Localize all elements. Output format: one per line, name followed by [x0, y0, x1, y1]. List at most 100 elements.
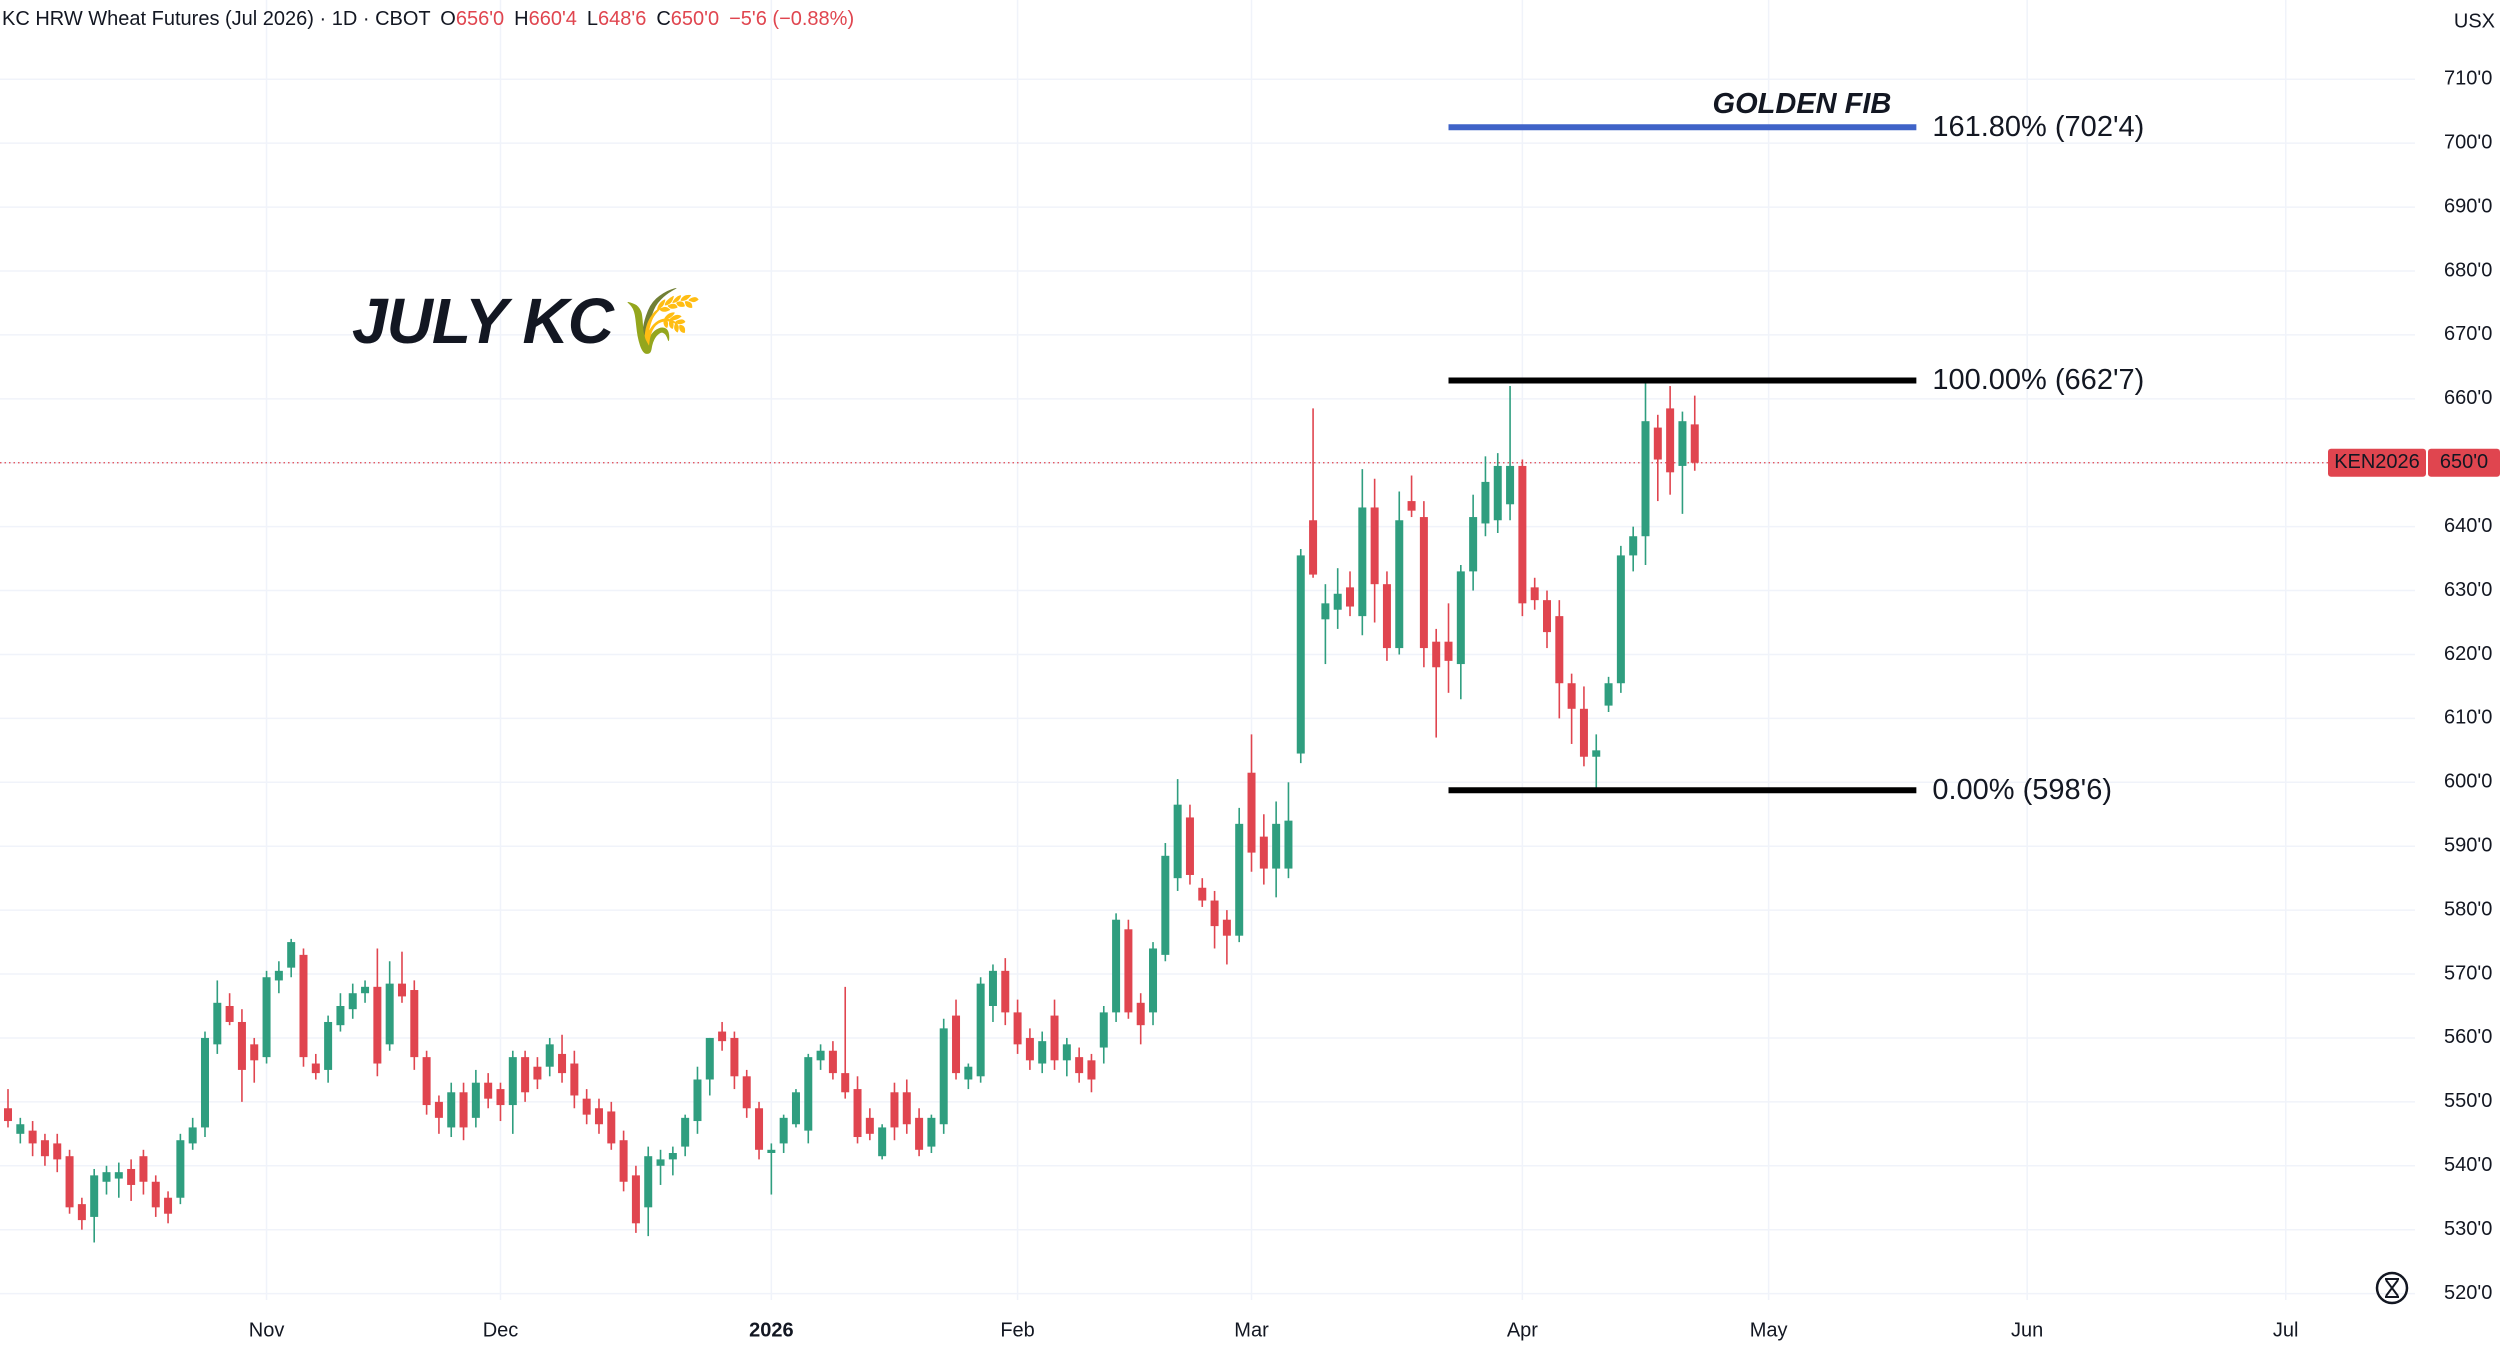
candle-body	[521, 1057, 530, 1093]
ohlc-key: O	[440, 8, 456, 30]
candle-body	[1395, 520, 1404, 649]
candle-body	[1653, 427, 1662, 460]
ohlc-value: 656'0	[456, 8, 504, 30]
candle-body	[250, 1044, 259, 1061]
candle-body	[447, 1092, 456, 1128]
candle-body	[878, 1127, 887, 1157]
candle-body	[865, 1117, 874, 1134]
candle-body	[225, 1005, 234, 1022]
fib-level-label: 161.80% (702'4)	[1932, 111, 2144, 143]
candle-body	[1309, 520, 1318, 575]
candle-body	[1272, 823, 1281, 869]
candle-body	[939, 1028, 948, 1125]
annotation-title: JULY KC🌾	[352, 285, 703, 357]
candle-body	[1075, 1057, 1084, 1074]
candle-body	[1161, 855, 1170, 955]
candle-body	[693, 1079, 702, 1122]
candle-body	[484, 1082, 493, 1099]
ohlc-key: L	[587, 8, 598, 30]
candle-body	[533, 1066, 542, 1080]
y-tick-label: 590'0	[2444, 834, 2492, 856]
candle-body	[1592, 750, 1601, 757]
candle-body	[767, 1149, 776, 1153]
candle-body	[1481, 481, 1490, 524]
candle-body	[1493, 465, 1502, 521]
y-tick-label: 610'0	[2444, 707, 2492, 729]
candle-body	[1025, 1037, 1034, 1061]
candle-body	[570, 1063, 579, 1096]
candle-body	[336, 1005, 345, 1026]
x-tick-label: Nov	[249, 1319, 285, 1341]
candle-body	[274, 970, 283, 981]
candle-body	[422, 1057, 431, 1106]
candle-body	[434, 1101, 443, 1118]
candle-body	[952, 1015, 961, 1074]
candle-body	[902, 1092, 911, 1125]
candle-body	[324, 1021, 333, 1070]
candle-body	[53, 1143, 62, 1160]
y-tick-label: 700'0	[2444, 131, 2492, 153]
candle-body	[114, 1172, 123, 1179]
candle-body	[348, 993, 357, 1010]
candle-body	[718, 1031, 727, 1042]
candle-body	[1690, 424, 1699, 463]
candle-body	[705, 1037, 714, 1080]
candle-body	[127, 1168, 136, 1185]
candle-body	[1518, 465, 1527, 604]
candle-body	[927, 1117, 936, 1147]
candle-body	[139, 1156, 148, 1182]
candle-body	[841, 1073, 850, 1093]
candle-body	[102, 1172, 111, 1182]
y-tick-label: 560'0	[2444, 1026, 2492, 1048]
candle-body	[594, 1108, 603, 1125]
candle-body	[1013, 1012, 1022, 1045]
candle-body	[299, 954, 308, 1058]
candle-body	[1038, 1041, 1047, 1064]
candle-body	[1149, 948, 1158, 1013]
candle-body	[373, 986, 382, 1064]
candle-body	[1555, 616, 1564, 684]
candle-body	[65, 1156, 74, 1208]
y-tick-label: 570'0	[2444, 962, 2492, 984]
candle-body	[1432, 641, 1441, 668]
candle-body	[1604, 683, 1613, 706]
y-tick-label: 550'0	[2444, 1090, 2492, 1112]
x-tick-label: Dec	[483, 1319, 519, 1341]
candle-body	[1333, 593, 1342, 610]
candle-body	[545, 1044, 554, 1067]
fib-level-label: 0.00% (598'6)	[1932, 774, 2112, 806]
candle-body	[262, 977, 271, 1058]
candle-body	[1284, 820, 1293, 869]
candle-body	[1124, 929, 1133, 1013]
candle-body	[1173, 804, 1182, 879]
candle-body	[890, 1092, 899, 1128]
candle-body	[311, 1063, 320, 1074]
candle-body	[188, 1127, 197, 1144]
candle-body	[1062, 1044, 1071, 1061]
candle-body	[410, 990, 419, 1058]
candle-body	[1259, 836, 1268, 869]
y-tick-label: 520'0	[2444, 1282, 2492, 1304]
candle-body	[471, 1082, 480, 1118]
candle-body	[1112, 919, 1121, 1013]
candle-body	[1543, 600, 1552, 633]
candle-body	[1666, 408, 1675, 473]
candle-body	[804, 1057, 813, 1131]
ohlc-value: 660'4	[529, 8, 577, 30]
candle-body	[16, 1124, 25, 1134]
candle-body	[779, 1117, 788, 1144]
candle-body	[1099, 1012, 1108, 1048]
candle-body	[164, 1197, 173, 1214]
candle-body	[1222, 919, 1231, 936]
overlay: 161.80% (702'4) 100.00% (662'7) 0.00% (598…	[1448, 88, 2144, 806]
y-tick-label: 660'0	[2444, 387, 2492, 409]
y-tick-label: 710'0	[2444, 68, 2492, 90]
candle-body	[213, 1002, 222, 1045]
candle-body	[755, 1108, 764, 1150]
unit-label: USX	[2454, 10, 2495, 32]
candle-body	[791, 1092, 800, 1125]
y-tick-label: 530'0	[2444, 1218, 2492, 1240]
candle-body	[1321, 603, 1330, 620]
